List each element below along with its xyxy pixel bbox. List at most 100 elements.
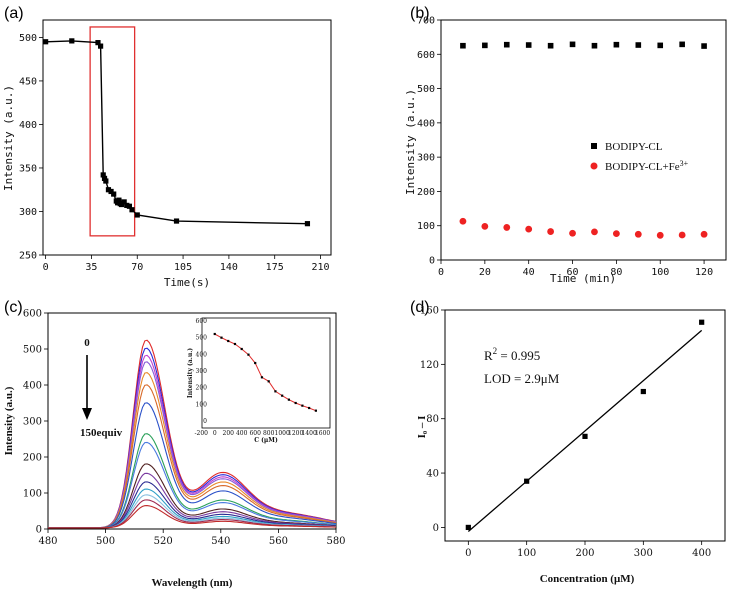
panel-a-ytick-label: 250 (19, 251, 37, 262)
panel-b-point-series-1 (701, 43, 707, 49)
panel-c-inset-xtick-label: 1600 (315, 430, 330, 437)
panel-c-inset-point (308, 406, 311, 410)
panel-b-point-series-2 (525, 225, 533, 233)
panel-label-c: (c) (4, 299, 23, 316)
panel-d-xlabel: Concentration (μM) (540, 573, 635, 585)
panel-c-annotation-bottom: 150equiv (80, 427, 123, 439)
panel-a-point (111, 191, 117, 197)
panel-b-point-series-2 (547, 228, 555, 235)
panel-c-ylabel: Intensity (a.u.) (3, 386, 15, 455)
panel-b-point-series-2 (459, 217, 467, 225)
panel-a-point (98, 43, 104, 49)
panel-b-point-series-1 (569, 41, 576, 48)
panel-b-point-series-1 (613, 41, 620, 48)
panel-c-inset-xtick-label: 1400 (302, 430, 317, 437)
panel-b-point-series-1 (591, 42, 598, 49)
panel-a-point (118, 201, 125, 208)
panel-b-ytick-label: 600 (417, 50, 435, 61)
panel-b-xlabel: Time (min) (550, 272, 616, 285)
panel-b-point-series-2 (656, 231, 664, 239)
panel-b-ytick-label: 200 (417, 187, 435, 198)
panel-c-inset-point (220, 336, 223, 339)
panel-d-point (699, 319, 705, 325)
panel-c-inset-frame (201, 317, 331, 429)
panel-b-point-series-2 (569, 229, 576, 237)
panel-c-inset-xlabel: C (μM) (254, 437, 278, 444)
panel-c-xtick-label: 500 (96, 536, 115, 547)
panel-c-inset-xtick-label: 400 (236, 430, 248, 437)
panel-c-inset-xtick-label: -200 (195, 430, 209, 437)
panel-d-point (465, 524, 471, 531)
panel-b-point-series-2 (678, 231, 686, 239)
panel-b-chart: 0 20 40 60 80 100 120 0 100 200 300 400 500 600 700 BO… (404, 16, 727, 285)
panel-b-ytick-label: 700 (417, 16, 435, 27)
panel-d-ytick-label: 120 (420, 360, 439, 371)
panel-b-point-series-1 (460, 42, 466, 49)
panel-d-xtick-label: 200 (575, 548, 594, 559)
panel-c-inset-point (213, 332, 216, 336)
panel-c-ytick-label: 600 (23, 309, 42, 320)
panel-d-xtick-label: 400 (692, 548, 711, 559)
panel-a-xtick-label: 175 (266, 262, 284, 273)
panel-b-ytick-label: 400 (417, 118, 435, 129)
panel-a-point (43, 39, 49, 45)
panel-c-inset-fit (214, 333, 317, 412)
panel-b-point-series-1 (482, 42, 488, 49)
panel-a-frame (42, 19, 332, 256)
panel-b-xtick-label: 0 (438, 267, 444, 278)
panel-b-xtick-label: 60 (567, 267, 579, 278)
panel-c-inset-point (294, 401, 297, 405)
panel-b-ytick-label: 100 (417, 221, 435, 232)
panel-b-legend-2-sup: 3+ (680, 159, 689, 168)
panel-d-point (582, 433, 588, 439)
panel-b-point-series-1 (657, 42, 664, 49)
panel-b-legend-marker-1 (591, 143, 597, 149)
panel-c-ytick-label: 300 (23, 417, 42, 428)
panel-c-inset-point (301, 404, 304, 407)
panel-a-xtick-label: 0 (43, 262, 49, 273)
panel-b-xtick-label: 80 (610, 267, 622, 278)
panel-c-inset-point (274, 390, 277, 393)
panel-d-ylabel: I₀ – I (416, 416, 428, 439)
panel-c-inset-xtick-label: 1000 (275, 430, 290, 437)
panel-a-point (126, 203, 132, 209)
panel-c-inset-point (254, 361, 257, 365)
panel-b-frame (440, 19, 727, 261)
panel-c-inset-ytick-label: 200 (196, 385, 208, 392)
panel-c-inset-xtick-label: 1200 (288, 430, 303, 437)
panel-d-xtick-label: 0 (465, 548, 471, 559)
panel-a-point (304, 221, 311, 227)
panel-d-point (640, 388, 646, 395)
panel-a-series-line (45, 40, 308, 225)
panel-c-inset-point (233, 342, 237, 346)
panel-c-inset-point (314, 409, 317, 412)
panel-b-point-series-2 (503, 224, 511, 231)
panel-d-r2-value: = 0.995 (497, 348, 540, 363)
panel-c-xtick-label: 480 (38, 536, 57, 547)
panel-d-chart: 0 100 200 300 400 0 40 80 120 160 R2 = 0.995 LOD … (416, 306, 726, 585)
panel-b-ytick-label: 500 (417, 84, 435, 95)
panel-c-xlabel: Wavelength (nm) (152, 577, 233, 589)
panel-a-point (173, 218, 180, 224)
panel-c-inset-ylabel: Intensity (a.u.) (187, 348, 194, 398)
panel-c-arrow-head (82, 408, 92, 420)
panel-b-point-series-1 (635, 42, 642, 48)
panel-c-inset-xtick-label: 0 (213, 430, 217, 437)
panel-a-point (69, 38, 75, 44)
panel-a-point (103, 178, 109, 184)
panel-b-point-series-2 (634, 230, 642, 238)
panel-b-point-series-1 (525, 42, 532, 48)
panel-b-point-series-2 (591, 228, 598, 236)
panel-a-ytick-label: 350 (19, 163, 37, 174)
panel-c-inset-ytick-label: 400 (196, 351, 208, 358)
panel-a-ytick-label: 500 (19, 33, 37, 44)
panel-b-point-series-1 (547, 42, 554, 49)
panel-label-d: (d) (410, 299, 430, 316)
panel-a-point (134, 212, 140, 218)
panel-c-xtick-label: 520 (154, 536, 173, 547)
panel-a-xtick-label: 210 (311, 262, 329, 273)
panel-c-xtick-label: 540 (211, 536, 230, 547)
panel-c-inset-ytick-label: 500 (196, 335, 208, 342)
panel-c-inset-point (240, 347, 243, 351)
